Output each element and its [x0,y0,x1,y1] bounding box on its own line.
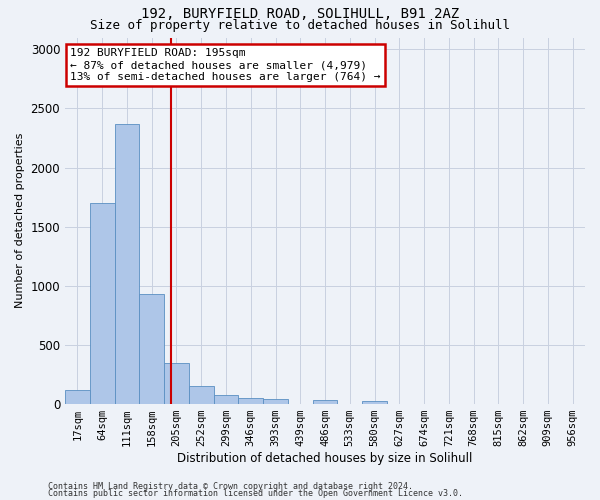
X-axis label: Distribution of detached houses by size in Solihull: Distribution of detached houses by size … [178,452,473,465]
Bar [115,124,139,404]
Bar [164,364,189,404]
Bar [139,294,164,404]
Text: Contains HM Land Registry data © Crown copyright and database right 2024.: Contains HM Land Registry data © Crown c… [48,482,413,491]
Text: Size of property relative to detached houses in Solihull: Size of property relative to detached ho… [90,19,510,32]
Bar [362,400,387,404]
Bar [238,398,263,404]
Bar [90,203,115,404]
Bar [189,386,214,404]
Bar [65,390,90,404]
Y-axis label: Number of detached properties: Number of detached properties [15,133,25,308]
Text: 192, BURYFIELD ROAD, SOLIHULL, B91 2AZ: 192, BURYFIELD ROAD, SOLIHULL, B91 2AZ [141,8,459,22]
Text: Contains public sector information licensed under the Open Government Licence v3: Contains public sector information licen… [48,489,463,498]
Bar [214,394,238,404]
Text: 192 BURYFIELD ROAD: 195sqm
← 87% of detached houses are smaller (4,979)
13% of s: 192 BURYFIELD ROAD: 195sqm ← 87% of deta… [70,48,381,82]
Bar [313,400,337,404]
Bar [263,400,288,404]
